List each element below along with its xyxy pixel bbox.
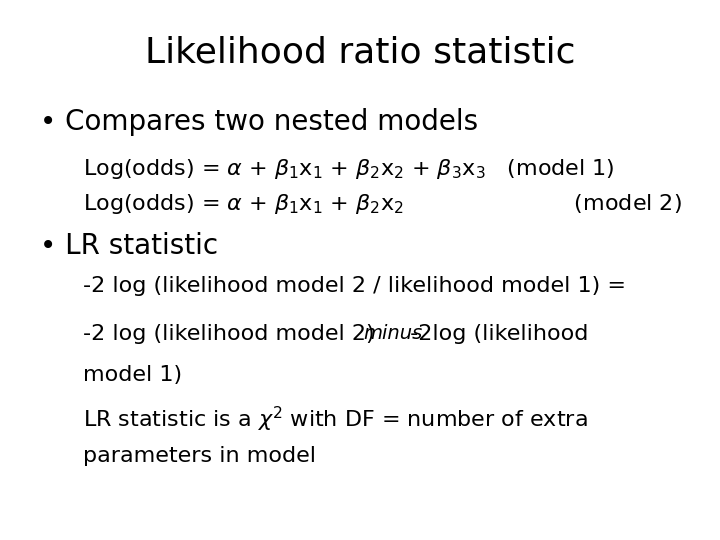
Text: Log(odds) = $\alpha$ + $\beta_1$x$_1$ + $\beta_2$x$_2$                        (m: Log(odds) = $\alpha$ + $\beta_1$x$_1$ + … [83,192,682,215]
Text: LR statistic is a $\chi^2$ with DF = number of extra: LR statistic is a $\chi^2$ with DF = num… [83,405,588,434]
Text: minus: minus [363,324,422,343]
Text: Log(odds) = $\alpha$ + $\beta_1$x$_1$ + $\beta_2$x$_2$ + $\beta_3$x$_3$   (model: Log(odds) = $\alpha$ + $\beta_1$x$_1$ + … [83,157,614,180]
Text: -2 log (likelihood model 2 / likelihood model 1) =: -2 log (likelihood model 2 / likelihood … [83,276,626,296]
Text: -2log (likelihood: -2log (likelihood [403,324,588,344]
Text: -2 log (likelihood model 2): -2 log (likelihood model 2) [83,324,382,344]
Text: parameters in model: parameters in model [83,446,316,465]
Text: Likelihood ratio statistic: Likelihood ratio statistic [145,35,575,69]
Text: • Compares two nested models: • Compares two nested models [40,108,478,136]
Text: • LR statistic: • LR statistic [40,232,217,260]
Text: model 1): model 1) [83,364,182,384]
